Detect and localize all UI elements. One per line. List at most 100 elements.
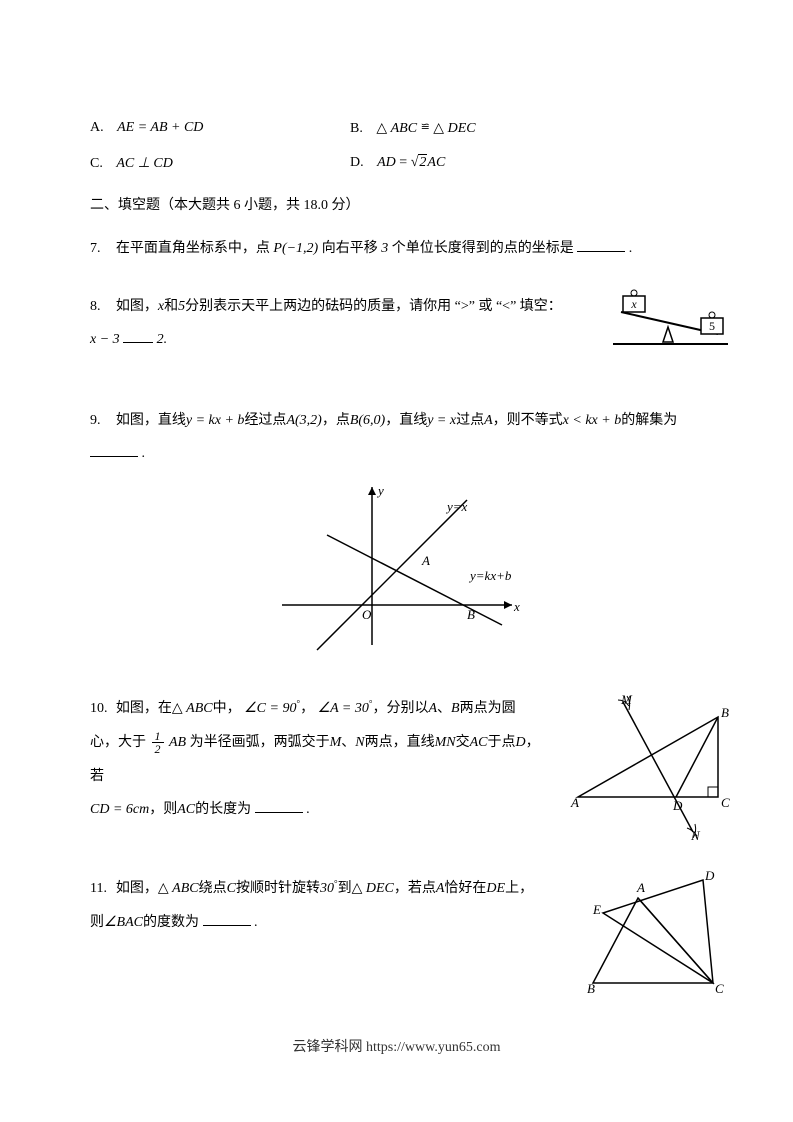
q10-text-5: 两点为圆 — [460, 701, 516, 716]
choice-D-lhs: AD — [377, 155, 396, 170]
q9-eq1: y = kx + b — [186, 413, 245, 428]
choice-row-1: A. AE = AB + CD B. △ ABC ≌ △ DEC — [90, 120, 703, 137]
q8-lt: < — [502, 299, 510, 314]
q10-blank[interactable] — [255, 799, 303, 813]
q10-text-1: 如图，在 — [116, 701, 172, 716]
svg-text:B: B — [587, 981, 595, 996]
q11-num: 11. — [90, 872, 112, 906]
q8-text-3: 分别表示天平上两边的砝码的质量，请你用 “ — [185, 299, 461, 314]
q11-text-3: 按顺时针旋转 — [236, 881, 320, 896]
q8-gt: > — [461, 299, 469, 314]
q11-tri2: DEC — [366, 881, 394, 896]
q11-text-2: 绕点 — [199, 881, 227, 896]
q11-text-5: ，若点 — [394, 881, 436, 896]
question-9: 9. 如图，直线y = kx + b经过点A(3,2)，点B(6,0)，直线y … — [90, 404, 703, 669]
q8-expr-rhs: 2. — [157, 332, 168, 347]
q8-blank[interactable] — [123, 329, 153, 343]
q10-text-3: ，分别以 — [372, 701, 428, 716]
q9-text-1: 如图，直线 — [116, 413, 186, 428]
q10-comma: ， — [300, 701, 314, 716]
svg-text:C: C — [715, 981, 724, 996]
q7-text-1: 在平面直角坐标系中，点 — [116, 241, 270, 256]
choice-A: A. AE = AB + CD — [90, 120, 350, 137]
choice-D-rhs: AC — [427, 155, 445, 170]
q10-B: B — [451, 701, 460, 716]
choice-B-tri1: ABC — [391, 121, 417, 136]
q9-fig-A: A — [421, 553, 430, 568]
q8-text-5: ” 填空： — [510, 299, 562, 314]
q9-fig-x: x — [513, 599, 520, 614]
q9-blank[interactable] — [90, 443, 138, 457]
q8-num: 8. — [90, 290, 112, 324]
svg-text:C: C — [721, 795, 730, 810]
q9-fig-O: O — [362, 607, 372, 622]
q10-text-8: 两点，直线 — [365, 735, 435, 750]
q9-text-3: 过点 — [456, 413, 484, 428]
congruent-icon: ≌ — [421, 121, 430, 133]
choice-D-eq: = — [396, 155, 411, 170]
choice-B: B. △ ABC ≌ △ DEC — [350, 120, 610, 137]
question-7: 7. 在平面直角坐标系中，点 P(−1,2) 向右平移 3 个单位长度得到的点的… — [90, 232, 703, 266]
svg-text:E: E — [592, 902, 601, 917]
q8-fig-x: x — [630, 297, 637, 311]
q10-text-10: 于点 — [488, 735, 516, 750]
choice-B-expr: △ ABC ≌ △ DEC — [376, 121, 475, 136]
q10-text-13: 的长度为 — [195, 802, 251, 817]
page-footer: 云锋学科网 https://www.yun65.com — [90, 1036, 703, 1056]
q9-fig-line1: y=x — [445, 499, 468, 514]
section-2-heading: 二、填空题（本大题共 6 小题，共 18.0 分） — [90, 194, 703, 214]
q8-expr-lhs: x − 3 — [90, 332, 120, 347]
q11-period: . — [254, 915, 258, 930]
question-10: 10. 如图，在△ ABC中， ∠C = 90°， ∠A = 30°，分别以A、… — [90, 692, 703, 842]
q8-text-2: 和 — [164, 299, 178, 314]
q11-tri1: ABC — [172, 881, 198, 896]
svg-text:M: M — [620, 692, 633, 707]
q9-ptB: B(6,0) — [350, 413, 385, 428]
q9-comma1: ，点 — [322, 413, 350, 428]
q8-fig-5: 5 — [709, 319, 715, 333]
q7-num: 7. — [90, 232, 112, 266]
choice-D-root: 2 — [418, 154, 427, 170]
q9-fig-B: B — [467, 607, 475, 622]
q11-C: C — [227, 881, 236, 896]
choice-C-label: C. — [90, 156, 103, 172]
choice-D: D. AD = 2AC — [350, 155, 610, 172]
choice-B-label: B. — [350, 121, 363, 137]
q11-text-9: 的度数为 — [143, 915, 199, 930]
q10-AC2: AC — [177, 802, 195, 817]
q10-angA: ∠A = 30 — [318, 701, 369, 716]
q9-figure: y x O y=x y=kx+b A B — [262, 475, 532, 655]
q9-num: 9. — [90, 404, 112, 438]
choice-C: C. AC ⊥ CD — [90, 155, 350, 172]
q9-text-2: 经过点 — [244, 413, 286, 428]
q9-ineq: x < kx + b — [563, 413, 622, 428]
q10-text-4: 、 — [437, 701, 451, 716]
q11-text-8: 则 — [90, 915, 104, 930]
q8-text-4: ” 或 “ — [469, 299, 502, 314]
q7-point: P(−1,2) — [273, 241, 318, 256]
q10-M: M — [330, 735, 342, 750]
q10-frac-den: 2 — [152, 742, 164, 756]
svg-text:A: A — [570, 795, 579, 810]
q10-figure: A C B M N D — [563, 692, 743, 856]
q10-AB: AB — [169, 735, 186, 750]
q10-frac-num: 1 — [152, 730, 164, 743]
q11-ang: 30 — [320, 881, 334, 896]
q11-text-1: 如图， — [116, 881, 158, 896]
q7-blank[interactable] — [577, 238, 625, 252]
page: A. AE = AB + CD B. △ ABC ≌ △ DEC C. AC ⊥… — [0, 0, 793, 1122]
q7-shift: 3 — [381, 241, 388, 256]
q9-A2: A — [484, 413, 493, 428]
q11-BAC: ∠BAC — [104, 915, 143, 930]
q10-num: 10. — [90, 692, 112, 726]
q11-blank[interactable] — [203, 912, 251, 926]
q10-N: N — [355, 735, 364, 750]
q10-AC: AC — [470, 735, 488, 750]
q10-text-2: 中， — [213, 701, 241, 716]
q10-tri: ABC — [186, 701, 212, 716]
q10-text-9: 交 — [456, 735, 470, 750]
svg-text:B: B — [721, 705, 729, 720]
q7-period: . — [629, 241, 633, 256]
balance-icon: x 5 — [603, 282, 733, 352]
q8-figure: x 5 — [603, 282, 733, 366]
